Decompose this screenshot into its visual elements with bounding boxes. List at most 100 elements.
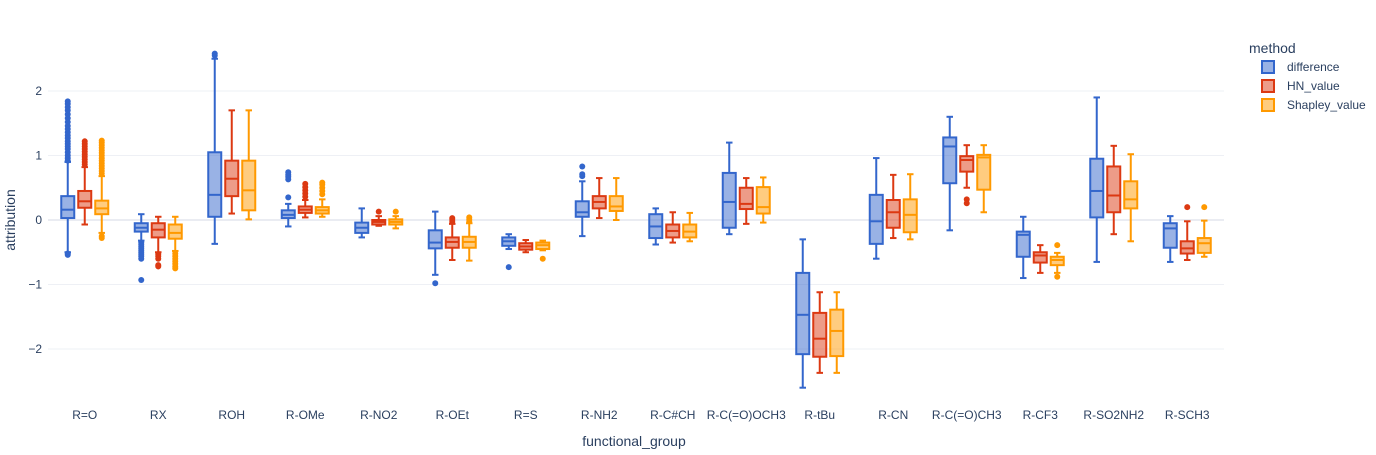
box-iqr xyxy=(77,189,93,209)
x-tick-label: ROH xyxy=(218,408,245,422)
outlier-point xyxy=(1184,204,1191,211)
outlier-point xyxy=(392,208,399,215)
legend-item-HN_value[interactable]: HN_value xyxy=(1261,79,1340,93)
box-Shapley_value-3 xyxy=(314,179,330,218)
box-iqr xyxy=(721,171,737,229)
y-tick-label: 0 xyxy=(35,213,42,227)
box-iqr xyxy=(942,136,958,185)
box-HN_value-6 xyxy=(518,238,534,254)
box-iqr xyxy=(427,229,443,250)
box-traces xyxy=(60,50,1212,389)
box-HN_value-3 xyxy=(297,180,313,219)
x-tick-label: R-C#CH xyxy=(650,408,695,422)
box-Shapley_value-11 xyxy=(902,173,918,241)
box-HN_value-15 xyxy=(1179,204,1195,261)
y-tick-label: −1 xyxy=(28,278,42,292)
outlier-point xyxy=(64,98,71,105)
x-axis-title: functional_group xyxy=(582,433,686,449)
outlier-point xyxy=(1201,204,1208,211)
legend-label: difference xyxy=(1287,60,1340,74)
x-tick-label: R=S xyxy=(514,408,538,422)
box-iqr xyxy=(795,271,811,356)
legend-label: Shapley_value xyxy=(1287,98,1366,112)
outlier-point xyxy=(319,179,326,186)
box-iqr xyxy=(1089,157,1105,219)
box-HN_value-2 xyxy=(224,109,240,215)
outlier-point xyxy=(302,180,309,187)
legend-swatch xyxy=(1261,60,1275,74)
box-difference-15 xyxy=(1162,215,1178,263)
box-Shapley_value-9 xyxy=(755,176,771,224)
box-HN_value-7 xyxy=(591,177,607,220)
box-HN_value-9 xyxy=(738,177,754,225)
x-tick-label: R-CF3 xyxy=(1023,408,1059,422)
box-HN_value-8 xyxy=(665,211,681,244)
box-iqr xyxy=(167,223,183,240)
box-difference-14 xyxy=(1089,96,1105,263)
outlier-point xyxy=(579,171,586,178)
box-Shapley_value-2 xyxy=(241,109,257,221)
box-iqr xyxy=(738,186,754,211)
y-axis-ticks: −2 −1 0 1 2 xyxy=(28,84,42,356)
box-iqr xyxy=(959,155,975,173)
box-difference-4 xyxy=(354,207,370,239)
outlier-point xyxy=(138,276,145,283)
box-iqr xyxy=(608,195,624,212)
box-HN_value-4 xyxy=(371,208,387,227)
box-Shapley_value-12 xyxy=(976,144,992,214)
legend-item-Shapley_value[interactable]: Shapley_value xyxy=(1261,98,1366,112)
box-Shapley_value-6 xyxy=(535,239,551,262)
y-tick-label: 1 xyxy=(35,149,42,163)
box-Shapley_value-1 xyxy=(167,215,183,272)
y-tick-label: 2 xyxy=(35,84,42,98)
box-Shapley_value-15 xyxy=(1196,204,1212,258)
box-difference-8 xyxy=(648,207,664,246)
box-iqr xyxy=(868,193,884,245)
series-difference xyxy=(60,50,1178,389)
box-iqr xyxy=(1106,165,1122,214)
box-iqr xyxy=(207,151,223,218)
box-iqr xyxy=(829,308,845,358)
outlier-point xyxy=(138,255,145,262)
outlier-point xyxy=(466,214,473,221)
box-Shapley_value-0 xyxy=(94,137,110,242)
outlier-point xyxy=(98,137,105,144)
box-HN_value-10 xyxy=(812,291,828,374)
outlier-point xyxy=(432,280,439,287)
outlier-point xyxy=(449,215,456,222)
x-tick-label: R-NH2 xyxy=(581,408,618,422)
outlier-point xyxy=(155,255,162,262)
outlier-point xyxy=(1054,242,1061,249)
legend-swatch xyxy=(1261,79,1275,93)
box-difference-6 xyxy=(501,233,517,271)
box-difference-0 xyxy=(60,98,76,258)
box-Shapley_value-8 xyxy=(682,211,698,243)
box-iqr xyxy=(755,186,771,215)
box-difference-1 xyxy=(133,213,149,283)
box-Shapley_value-10 xyxy=(829,291,845,374)
box-iqr xyxy=(60,195,76,220)
outlier-point xyxy=(963,196,970,203)
box-iqr xyxy=(1032,251,1048,264)
box-difference-13 xyxy=(1015,215,1031,280)
outlier-point xyxy=(64,251,71,258)
x-tick-label: RX xyxy=(150,408,167,422)
x-tick-label: R-SCH3 xyxy=(1165,408,1210,422)
box-HN_value-14 xyxy=(1106,144,1122,236)
y-axis-title: attribution xyxy=(2,189,18,250)
box-iqr xyxy=(1196,237,1212,254)
outlier-point xyxy=(155,263,162,270)
x-tick-label: R-C(=O)OCH3 xyxy=(707,408,786,422)
outlier-point xyxy=(375,208,382,215)
y-tick-label: −2 xyxy=(28,342,42,356)
x-tick-label: R-tBu xyxy=(804,408,835,422)
series-Shapley_value xyxy=(94,109,1212,374)
box-Shapley_value-4 xyxy=(388,208,404,230)
box-difference-5 xyxy=(427,210,443,287)
box-Shapley_value-7 xyxy=(608,177,624,221)
box-iqr xyxy=(241,159,257,212)
legend-item-difference[interactable]: difference xyxy=(1261,60,1340,74)
x-tick-label: R=O xyxy=(72,408,97,422)
box-difference-3 xyxy=(280,169,296,228)
